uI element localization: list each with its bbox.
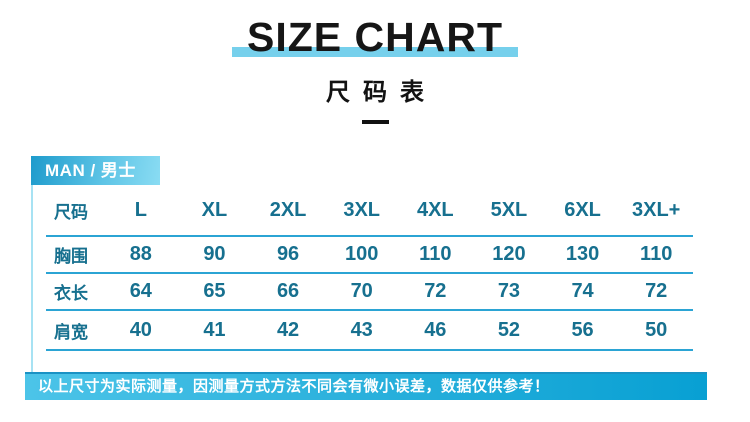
cell: 52 (497, 318, 521, 341)
cell: 3XL+ (632, 198, 681, 221)
cell: L (134, 198, 147, 221)
cell: 110 (640, 243, 673, 265)
table-row-sizes: 尺码 L XL 2XL 3XL 4XL 5XL 6XL 3XL+ (46, 185, 693, 236)
row-header: 胸围 (54, 247, 88, 266)
cell: 72 (424, 280, 447, 302)
cell: 73 (497, 280, 521, 302)
cell: 65 (203, 280, 226, 302)
cell: 70 (350, 280, 373, 302)
cell: XL (201, 198, 228, 221)
cell: 88 (129, 243, 152, 265)
page-title-text: SIZE CHART (247, 14, 503, 60)
cell: 72 (645, 280, 668, 302)
section-header-man: MAN / 男士 (31, 156, 160, 185)
table-row-length: 衣长 64 65 66 70 72 73 74 72 (46, 273, 693, 310)
cell: 100 (345, 243, 379, 265)
cell: 66 (276, 280, 300, 302)
cell: 42 (276, 318, 300, 341)
cell: 41 (203, 318, 226, 341)
cell: 110 (419, 243, 452, 265)
cell: 120 (492, 243, 526, 265)
cell: 6XL (564, 198, 601, 221)
cell: 74 (571, 280, 594, 302)
cell: 90 (203, 243, 226, 265)
title-highlight-bar (232, 47, 518, 58)
disclaimer-bar: 以上尺寸为实际测量，因测量方式方法不同会有微小误差，数据仅供参考！ (25, 372, 707, 400)
cell: 2XL (269, 198, 307, 221)
cell: 56 (571, 318, 594, 341)
cell: 3XL (343, 198, 381, 221)
cell: 64 (129, 280, 152, 302)
table-row-shoulder: 肩宽 40 41 42 43 46 52 56 50 (46, 310, 693, 350)
page-title: SIZE CHART (232, 14, 518, 60)
cell: 4XL (416, 198, 454, 221)
measurements-table: 尺码 L XL 2XL 3XL 4XL 5XL 6XL 3XL+ 胸围 88 9… (46, 185, 693, 351)
cell: 50 (645, 318, 668, 341)
cell: 5XL (490, 198, 528, 221)
table-row-chest: 胸围 88 90 96 100 110 120 130 110 (46, 236, 693, 273)
cell: 43 (350, 318, 373, 341)
cell: 96 (276, 243, 300, 265)
cell: 40 (129, 318, 152, 341)
cell: 130 (565, 243, 600, 265)
title-dash (361, 120, 389, 125)
title-block: SIZE CHART 尺码表 (0, 14, 750, 125)
row-header: 衣长 (54, 284, 88, 303)
table-body: 尺码 L XL 2XL 3XL 4XL 5XL 6XL 3XL+ 胸围 88 9… (31, 185, 693, 372)
size-table: MAN / 男士 尺码 L XL 2XL 3XL 4XL 5XL 6XL 3XL… (31, 156, 693, 372)
row-header: 肩宽 (54, 322, 88, 342)
page-subtitle: 尺码表 (326, 79, 437, 107)
row-header: 尺码 (54, 202, 88, 222)
cell: 46 (424, 318, 447, 341)
